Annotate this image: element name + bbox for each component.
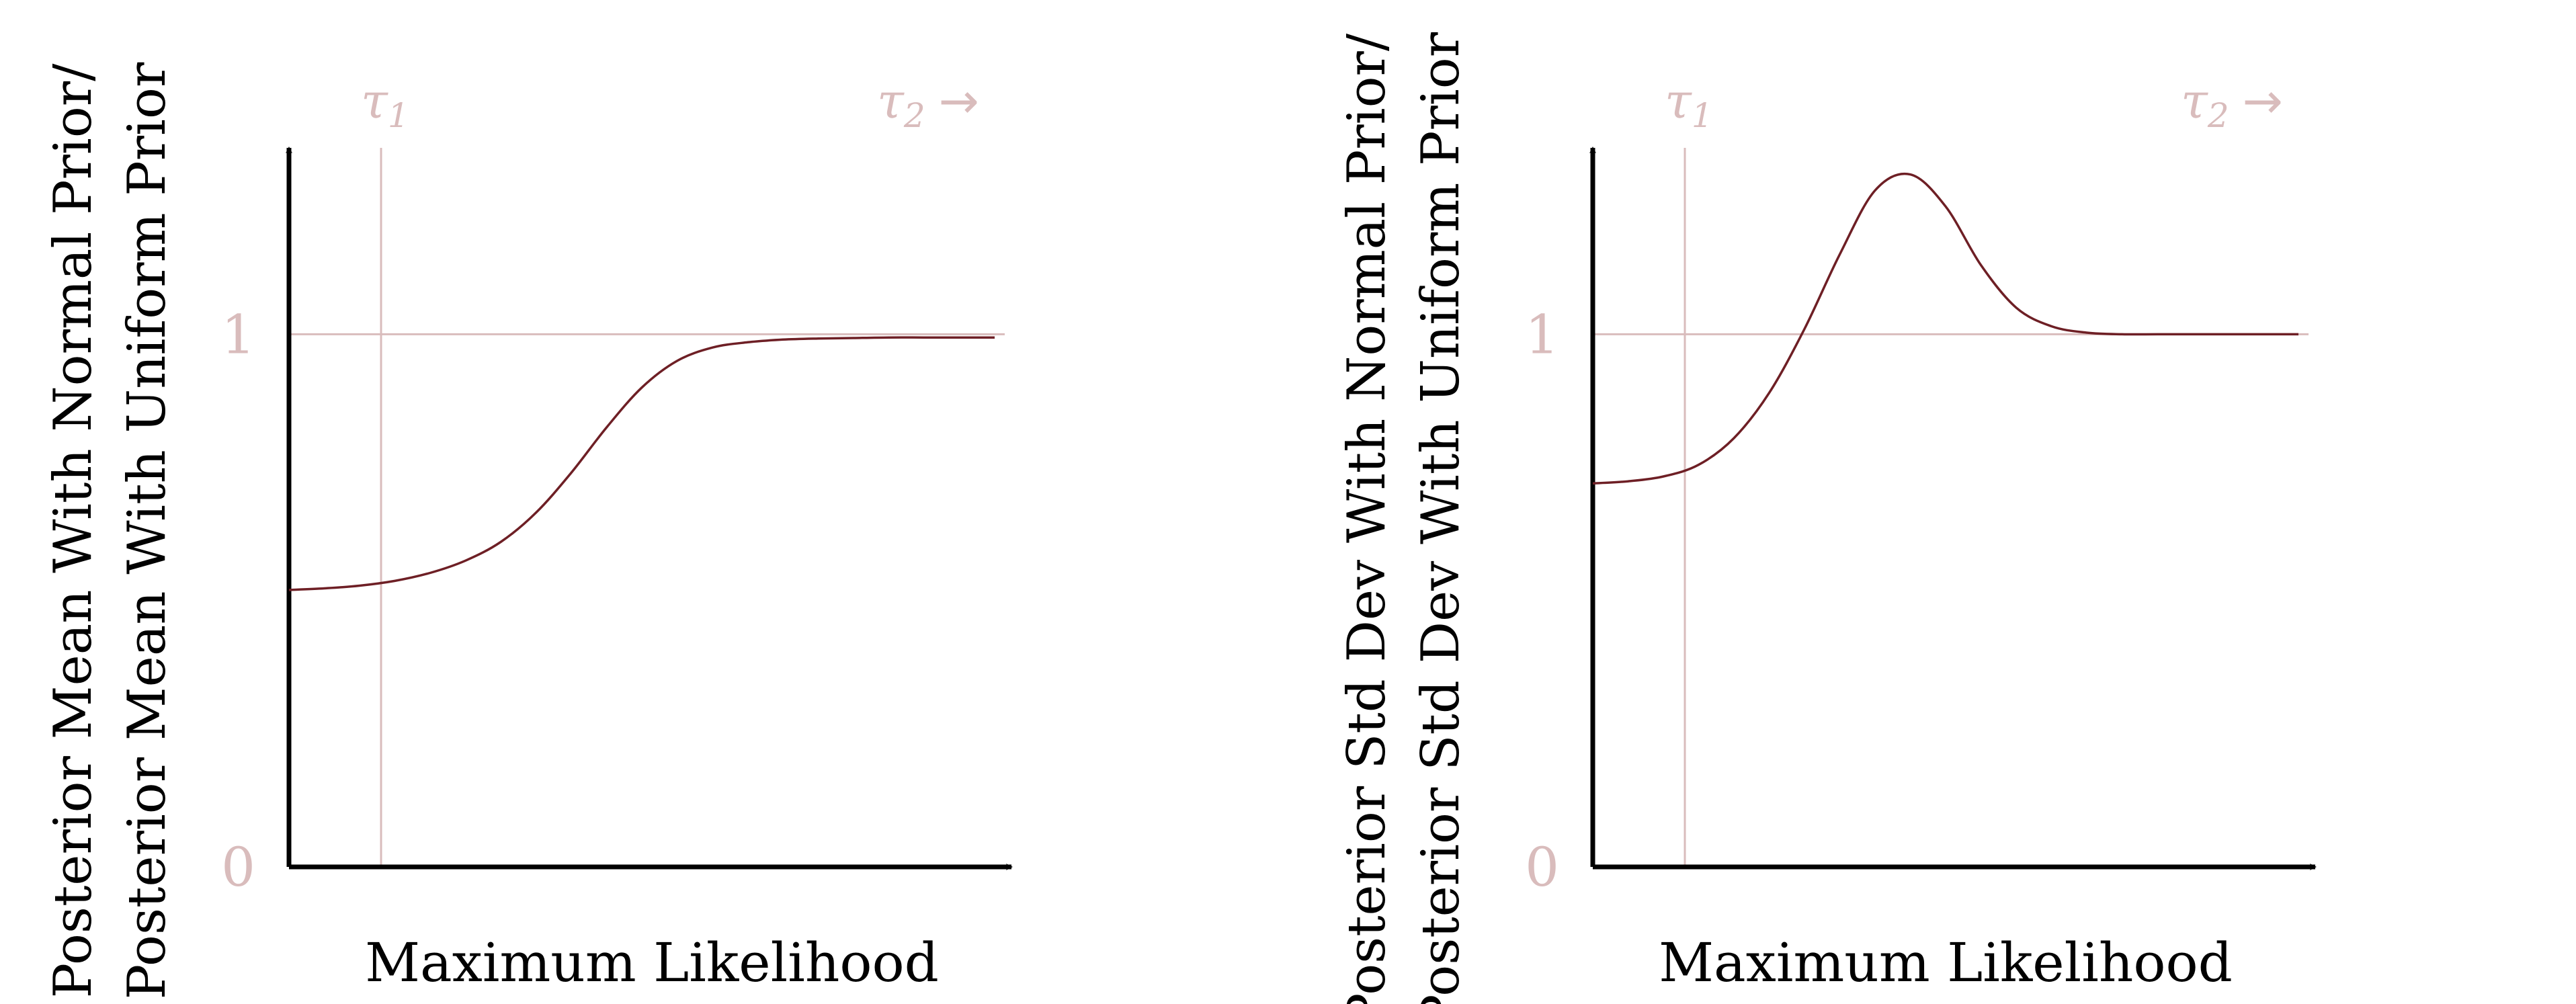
left-ratio-curve — [288, 336, 995, 591]
left-ylabel-line1: Posterior Mean With Normal Prior/ — [43, 63, 103, 998]
left-ylabel-line2: Posterior Mean With Uniform Prior — [117, 62, 177, 999]
left-tau1-label: τ1 — [361, 73, 409, 135]
right-ytick-label-1: 1 — [1525, 303, 1559, 366]
right-chart-panel: Posterior Std Dev With Normal Prior/ Pos… — [1337, 32, 2317, 1004]
left-tau2-label: τ2 → — [877, 73, 979, 135]
left-ytick-label-1: 1 — [221, 303, 255, 366]
right-ylabel-line1: Posterior Std Dev With Normal Prior/ — [1337, 33, 1397, 1004]
right-ylabel-line2: Posterior Std Dev With Uniform Prior — [1411, 32, 1471, 1004]
right-tau2-label: τ2 → — [2181, 73, 2283, 135]
left-chart-panel: Posterior Mean With Normal Prior/ Poster… — [43, 62, 1013, 999]
right-ratio-curve — [1592, 172, 2298, 485]
right-tau1-label: τ1 — [1665, 73, 1713, 135]
left-xlabel: Maximum Likelihood — [365, 931, 939, 994]
left-ytick-label-0: 0 — [221, 836, 255, 898]
right-xlabel: Maximum Likelihood — [1659, 931, 2233, 994]
right-ytick-label-0: 0 — [1525, 836, 1559, 898]
